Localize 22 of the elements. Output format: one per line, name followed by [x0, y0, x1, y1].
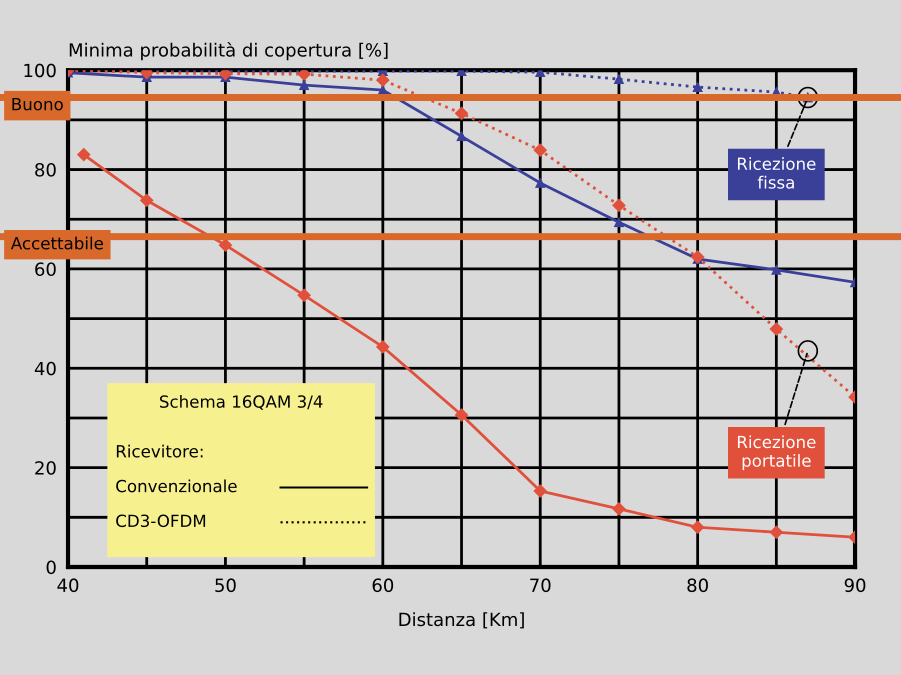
y-tick-label: 100 [24, 64, 56, 78]
annotation: Convenzionale [116, 479, 237, 492]
x-tick-label: 50 [215, 578, 236, 592]
x-tick-label: 80 [687, 578, 708, 592]
x-tick-label: 90 [844, 578, 866, 592]
x-tick-label: 40 [57, 578, 78, 592]
ref-line-label: Buono [12, 98, 63, 110]
y-tick-label: 40 [34, 362, 56, 376]
annotation: Ricezione fissa [738, 157, 816, 189]
annotation: CD3-OFDM [116, 514, 206, 528]
legend-title: Schema 16QAM 3/4 [160, 394, 322, 410]
y-tick-label: 80 [35, 163, 56, 177]
x-tick-label: 60 [372, 578, 394, 592]
y-tick-label: 0 [46, 560, 56, 574]
y-axis-title: Minima probabilità di copertura [%] [70, 42, 388, 60]
y-tick-label: 60 [35, 262, 56, 276]
x-axis-title: Distanza [Km] [399, 612, 524, 628]
y-tick-label: 20 [35, 461, 56, 475]
x-tick-label: 70 [530, 578, 551, 592]
annotation: Ricevitore: [116, 444, 202, 458]
annotation: Ricezione portatile [738, 435, 816, 470]
ref-line-label: Accettabile [10, 236, 103, 250]
